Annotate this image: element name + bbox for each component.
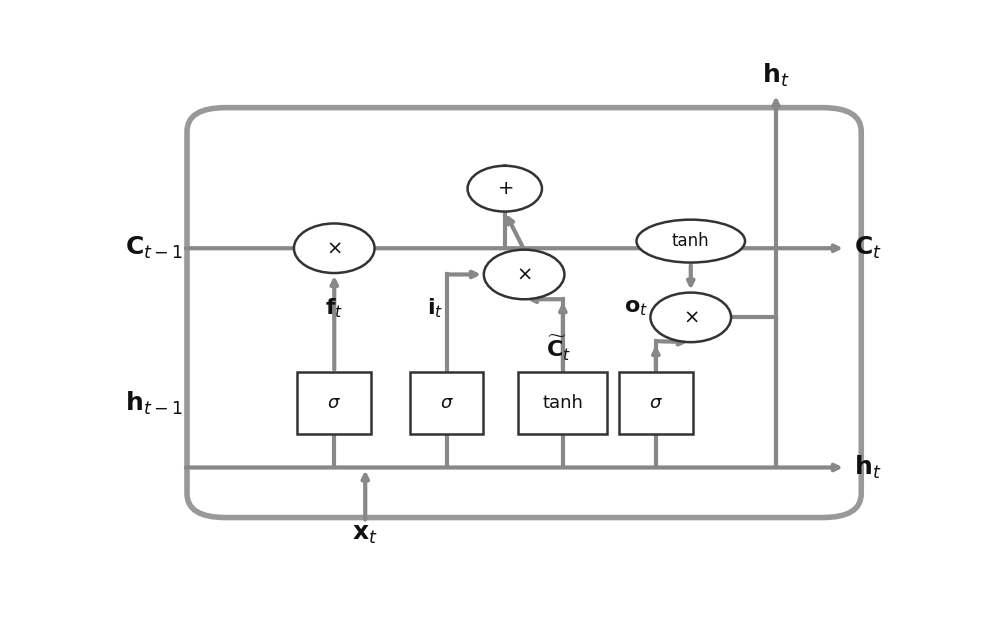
- Circle shape: [468, 166, 542, 212]
- Text: $\widetilde{\mathbf{C}}_t$: $\widetilde{\mathbf{C}}_t$: [546, 334, 572, 363]
- Text: $\mathbf{i}_t$: $\mathbf{i}_t$: [427, 296, 443, 319]
- Circle shape: [650, 293, 731, 342]
- Text: $\mathbf{C}_{t-1}$: $\mathbf{C}_{t-1}$: [125, 235, 183, 261]
- Text: $\sigma$: $\sigma$: [327, 394, 341, 412]
- Text: $\mathbf{h}_t$: $\mathbf{h}_t$: [762, 61, 790, 89]
- Ellipse shape: [637, 220, 745, 262]
- Text: tanh: tanh: [542, 394, 583, 412]
- Text: $\mathbf{h}_{t-1}$: $\mathbf{h}_{t-1}$: [125, 389, 183, 417]
- FancyBboxPatch shape: [410, 372, 483, 434]
- Text: $\mathbf{C}_t$: $\mathbf{C}_t$: [854, 235, 881, 261]
- Text: $\mathbf{f}_t$: $\mathbf{f}_t$: [325, 296, 343, 319]
- Text: $\sigma$: $\sigma$: [440, 394, 454, 412]
- Text: $\sigma$: $\sigma$: [649, 394, 663, 412]
- Text: $\mathbf{o}_t$: $\mathbf{o}_t$: [624, 298, 649, 318]
- Text: $\times$: $\times$: [326, 239, 342, 258]
- FancyBboxPatch shape: [619, 372, 693, 434]
- Text: $+$: $+$: [497, 179, 513, 198]
- Text: $\times$: $\times$: [516, 265, 532, 284]
- Circle shape: [484, 249, 564, 299]
- Text: tanh: tanh: [672, 232, 710, 250]
- Text: $\mathbf{x}_t$: $\mathbf{x}_t$: [352, 522, 378, 547]
- Text: $\mathbf{h}_t$: $\mathbf{h}_t$: [854, 454, 881, 481]
- Text: $\times$: $\times$: [683, 308, 699, 327]
- FancyBboxPatch shape: [518, 372, 607, 434]
- FancyBboxPatch shape: [297, 372, 371, 434]
- Circle shape: [294, 223, 375, 273]
